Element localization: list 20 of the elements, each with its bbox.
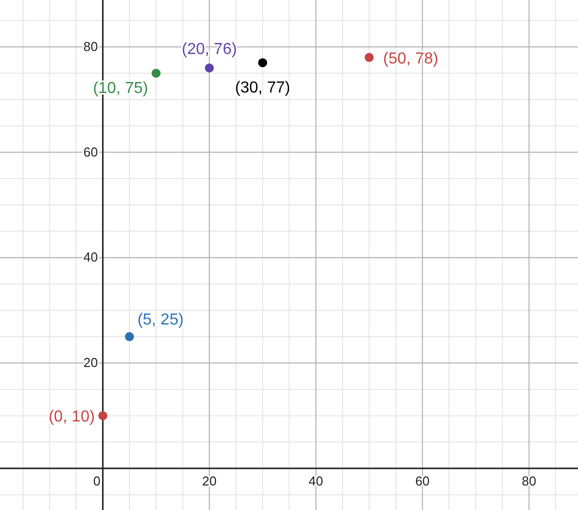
y-tick-label: 40: [83, 250, 98, 265]
x-tick-label: 0: [93, 473, 100, 488]
data-label: (5, 25): [137, 312, 184, 329]
data-label: (0, 10): [48, 408, 95, 426]
point: [98, 411, 108, 420]
y-tick-label: 20: [83, 355, 98, 370]
x-tick-label: 40: [308, 473, 324, 488]
data-label: (50, 78): [383, 50, 438, 68]
point: [364, 52, 374, 62]
point: [152, 68, 161, 78]
x-tick-label: 20: [202, 473, 217, 488]
y-tick-label: 60: [83, 144, 98, 160]
y-tick-label: 80: [83, 38, 98, 54]
data-label: (30, 77): [235, 80, 290, 97]
point: [124, 332, 134, 342]
point: [204, 63, 214, 72]
point: [258, 58, 268, 68]
data-label: (20, 76): [182, 40, 237, 58]
x-tick-label: 60: [415, 473, 430, 488]
x-tick-label: 80: [522, 473, 536, 488]
